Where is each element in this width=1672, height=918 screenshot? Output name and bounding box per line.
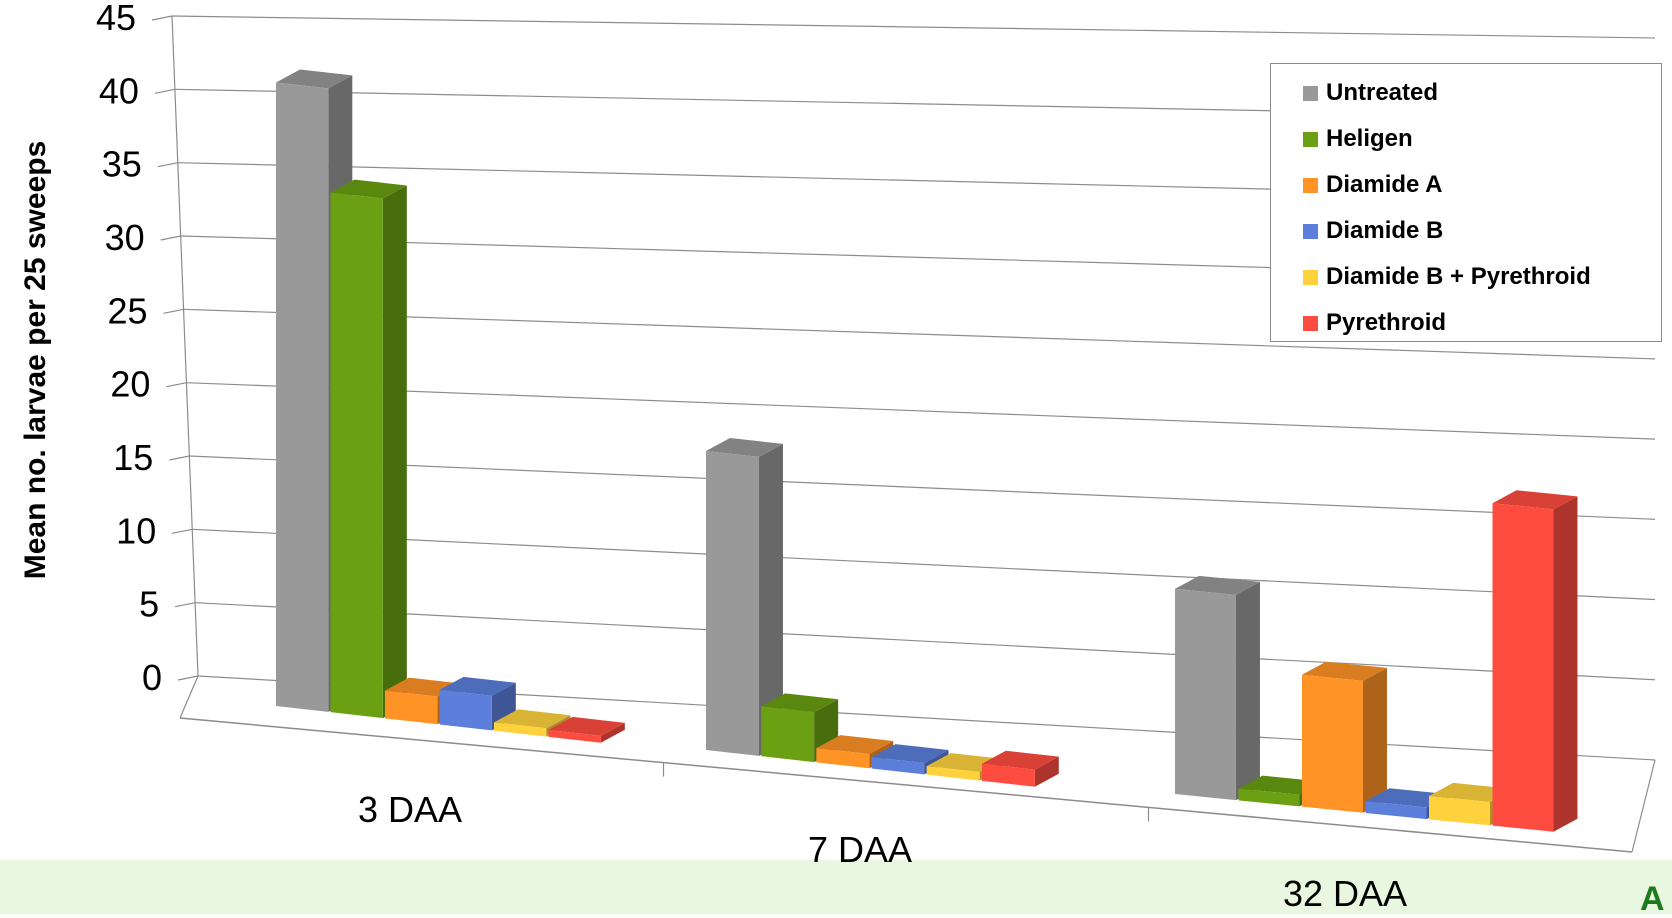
bar	[981, 763, 1035, 787]
bar-top	[439, 676, 516, 696]
y-tick-label: 35	[102, 144, 142, 185]
y-tick-mark	[151, 15, 173, 21]
bar-side	[1235, 581, 1260, 801]
floor-right-edge	[1631, 759, 1656, 853]
footer-band	[0, 860, 1672, 914]
legend-label: Heligen	[1326, 125, 1413, 152]
bar	[330, 192, 383, 719]
legend-label: Diamide B	[1326, 217, 1444, 244]
bar	[816, 748, 870, 769]
legend-swatch	[1303, 223, 1318, 239]
legend-item: Diamide B	[1271, 208, 1661, 254]
floor-left-edge	[179, 675, 199, 719]
gridline	[192, 528, 1656, 601]
bar-side	[600, 722, 625, 743]
bar-top	[871, 744, 949, 764]
bar-side	[382, 185, 407, 719]
legend-swatch	[1303, 315, 1318, 331]
legend-label: Diamide B + Pyrethroid	[1326, 263, 1591, 290]
gridline	[186, 382, 1656, 440]
gridline	[189, 455, 1656, 520]
legend-label: Untreated	[1326, 79, 1439, 106]
logo-icon: A	[1640, 880, 1665, 918]
bar-top	[494, 709, 571, 729]
left-wall-edge	[171, 15, 199, 677]
legend-swatch	[1303, 177, 1318, 193]
bar	[1302, 674, 1363, 813]
bar	[761, 706, 815, 763]
y-tick-label: 5	[139, 584, 159, 625]
bar-side	[758, 443, 783, 756]
bar	[1175, 588, 1236, 801]
bar	[1429, 795, 1490, 826]
bar	[706, 450, 759, 756]
y-tick-mark	[157, 162, 178, 168]
bar-top	[816, 735, 894, 755]
bar-side	[1553, 496, 1578, 832]
y-tick-label: 45	[96, 0, 136, 38]
bar-top	[548, 716, 625, 736]
legend-item: Heligen	[1271, 116, 1661, 162]
y-tick-mark	[174, 602, 196, 608]
y-tick-label: 40	[99, 70, 139, 111]
x-category-label: 7 DAA	[808, 829, 912, 870]
legend: Untreated Heligen Diamide A Diamide B Di…	[1270, 63, 1662, 342]
bar	[276, 82, 329, 712]
bar-top	[330, 179, 407, 199]
bar	[1238, 788, 1300, 807]
bar-top	[276, 69, 353, 89]
y-tick-mark	[172, 528, 193, 534]
bar	[871, 757, 925, 775]
bar-side	[1034, 756, 1059, 787]
y-tick-mark	[160, 235, 181, 241]
y-tick-mark	[154, 88, 176, 94]
legend-swatch	[1303, 131, 1318, 147]
bar	[1365, 801, 1427, 820]
legend-item: Diamide A	[1271, 162, 1661, 208]
bar-top	[1492, 490, 1578, 510]
y-tick-label: 25	[108, 290, 148, 331]
y-tick-label: 10	[116, 510, 156, 551]
bar-side	[1362, 667, 1387, 813]
legend-label: Pyrethroid	[1326, 309, 1447, 336]
bar-top	[1302, 661, 1387, 681]
gridline	[171, 15, 1656, 39]
x-category-label: 32 DAA	[1283, 873, 1407, 914]
bar-top	[706, 437, 783, 457]
gridline	[183, 308, 1656, 360]
y-tick-mark	[169, 455, 190, 461]
bar	[439, 689, 492, 731]
bar	[1492, 503, 1554, 832]
x-category-label: 3 DAA	[358, 789, 462, 830]
bar	[548, 729, 601, 743]
bar-top	[981, 750, 1059, 770]
y-tick-label: 15	[113, 437, 153, 478]
legend-item: Diamide B + Pyrethroid	[1271, 254, 1661, 300]
y-tick-mark	[166, 382, 187, 388]
legend-item: Untreated	[1271, 70, 1661, 116]
bar	[926, 766, 980, 781]
legend-swatch	[1303, 85, 1318, 101]
y-tick-label: 30	[105, 217, 145, 258]
y-axis-title: Mean no. larvae per 25 sweeps	[19, 140, 52, 580]
y-tick-label: 20	[110, 364, 150, 405]
legend-swatch	[1303, 269, 1318, 285]
bar-top	[1175, 575, 1260, 595]
bar	[494, 722, 547, 737]
x-axis-line	[179, 717, 1633, 853]
bar-top	[761, 693, 839, 713]
y-tick-mark	[163, 308, 184, 314]
legend-label: Diamide A	[1326, 171, 1443, 198]
y-tick-label: 0	[142, 657, 162, 698]
y-tick-mark	[177, 675, 199, 681]
legend-item: Pyrethroid	[1271, 300, 1661, 346]
bar	[385, 690, 438, 725]
gridline	[195, 602, 1656, 681]
